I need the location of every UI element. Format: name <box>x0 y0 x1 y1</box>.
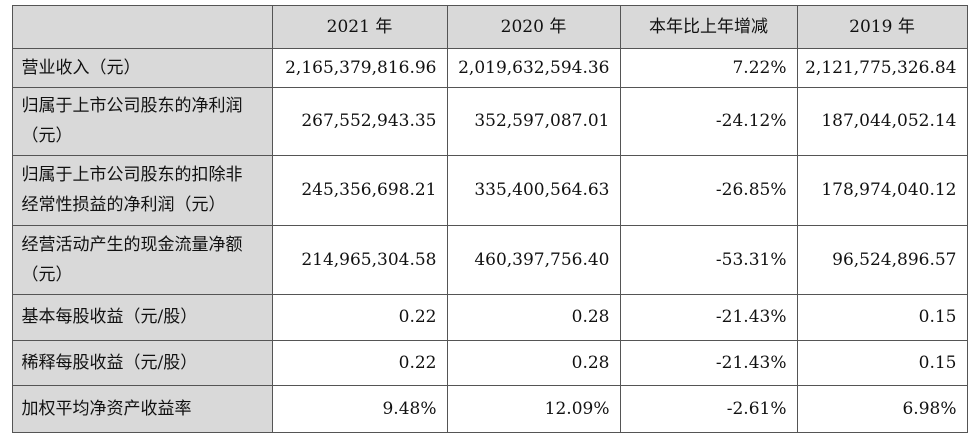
cell-value: 178,974,040.12 <box>821 180 957 200</box>
value-cell: -21.43% <box>619 293 798 341</box>
header-cell: 2019 年 <box>796 4 968 49</box>
value-cell: 335,400,564.63 <box>446 154 621 226</box>
cell-value: 267,552,943.35 <box>301 111 437 131</box>
cell-value: 245,356,698.21 <box>301 180 437 200</box>
cell-value: -2.61% <box>726 398 787 419</box>
row-label: （元） <box>21 264 73 285</box>
row-label: 归属于上市公司股东的净利润 <box>21 96 243 116</box>
value-cell: -53.31% <box>619 224 798 295</box>
cell-value: 7.22% <box>732 57 787 78</box>
header-cell: 2020 年 <box>446 4 621 49</box>
row-label: （元） <box>21 126 73 146</box>
cell-value: -53.31% <box>715 249 787 270</box>
cell-value: 2,165,379,816.96 <box>285 57 437 78</box>
row-label-cell: 经营活动产生的现金流量净额 （元） <box>11 224 273 295</box>
row-label-cell: 加权平均净资产收益率 <box>11 384 273 433</box>
value-cell: 2,121,775,326.84 <box>796 47 968 88</box>
value-cell: 352,597,087.01 <box>446 86 621 156</box>
value-cell: 7.22% <box>619 47 798 88</box>
cell-value: 2,019,632,594.36 <box>458 57 610 78</box>
cell-value: 12.09% <box>544 398 610 419</box>
value-cell: 2,165,379,816.96 <box>271 47 448 88</box>
value-cell: -24.12% <box>619 86 798 156</box>
value-cell: 245,356,698.21 <box>271 154 448 226</box>
value-cell: 0.28 <box>446 339 621 386</box>
row-label-cell: 归属于上市公司股东的净利润 （元） <box>11 86 273 156</box>
value-cell: -2.61% <box>619 384 798 433</box>
row-label: 营业收入（元） <box>21 57 141 78</box>
value-cell: 2,019,632,594.36 <box>446 47 621 88</box>
cell-value: -24.12% <box>715 111 787 131</box>
value-cell: 178,974,040.12 <box>796 154 968 226</box>
cell-value: 6.98% <box>902 398 957 419</box>
value-cell: 187,044,052.14 <box>796 86 968 156</box>
header-cell: 2021 年 <box>271 4 448 49</box>
cell-value: 2,121,775,326.84 <box>805 57 957 78</box>
row-label: 基本每股收益（元/股） <box>21 307 198 327</box>
header-text: 2021 年 <box>326 16 393 37</box>
row-label-cell: 归属于上市公司股东的扣除非 经常性损益的净利润（元） <box>11 154 273 226</box>
cell-value: 0.22 <box>398 352 437 373</box>
header-text: 本年比上年增减 <box>649 16 768 37</box>
cell-value: 96,524,896.57 <box>832 249 957 270</box>
cell-value: 0.15 <box>918 352 957 373</box>
value-cell: 267,552,943.35 <box>271 86 448 156</box>
value-cell: -21.43% <box>619 339 798 386</box>
value-cell: 214,965,304.58 <box>271 224 448 295</box>
value-cell: 9.48% <box>271 384 448 433</box>
row-label: 归属于上市公司股东的扣除非 <box>21 165 243 185</box>
header-text: 2019 年 <box>849 16 915 37</box>
cell-value: 0.15 <box>918 307 957 327</box>
value-cell: 0.22 <box>271 293 448 341</box>
cell-value: -21.43% <box>715 352 787 373</box>
cell-value: 187,044,052.14 <box>821 111 957 131</box>
cell-value: 0.22 <box>398 307 437 327</box>
row-label: 稀释每股收益（元/股） <box>21 352 198 373</box>
value-cell: 6.98% <box>796 384 968 433</box>
row-label-cell: 稀释每股收益（元/股） <box>11 339 273 386</box>
header-corner <box>11 4 273 49</box>
cell-value: 460,397,756.40 <box>474 249 610 270</box>
value-cell: 0.28 <box>446 293 621 341</box>
value-cell: 0.22 <box>271 339 448 386</box>
value-cell: 0.15 <box>796 339 968 386</box>
value-cell: 96,524,896.57 <box>796 224 968 295</box>
cell-value: 0.28 <box>571 307 610 327</box>
value-cell: -26.85% <box>619 154 798 226</box>
row-label-cell: 营业收入（元） <box>11 47 273 88</box>
row-label-cell: 基本每股收益（元/股） <box>11 293 273 341</box>
cell-value: 352,597,087.01 <box>474 111 610 131</box>
row-label: 经常性损益的净利润（元） <box>21 195 226 215</box>
cell-value: 0.28 <box>571 352 610 373</box>
header-text: 2020 年 <box>500 16 567 37</box>
header-cell: 本年比上年增减 <box>619 4 798 49</box>
cell-value: 9.48% <box>382 398 437 419</box>
cell-value: -21.43% <box>715 307 787 327</box>
cell-value: -26.85% <box>715 180 787 200</box>
value-cell: 460,397,756.40 <box>446 224 621 295</box>
cell-value: 335,400,564.63 <box>474 180 610 200</box>
row-label: 加权平均净资产收益率 <box>21 398 192 419</box>
row-label: 经营活动产生的现金流量净额 <box>21 234 243 255</box>
cell-value: 214,965,304.58 <box>301 249 437 270</box>
value-cell: 0.15 <box>796 293 968 341</box>
value-cell: 12.09% <box>446 384 621 433</box>
